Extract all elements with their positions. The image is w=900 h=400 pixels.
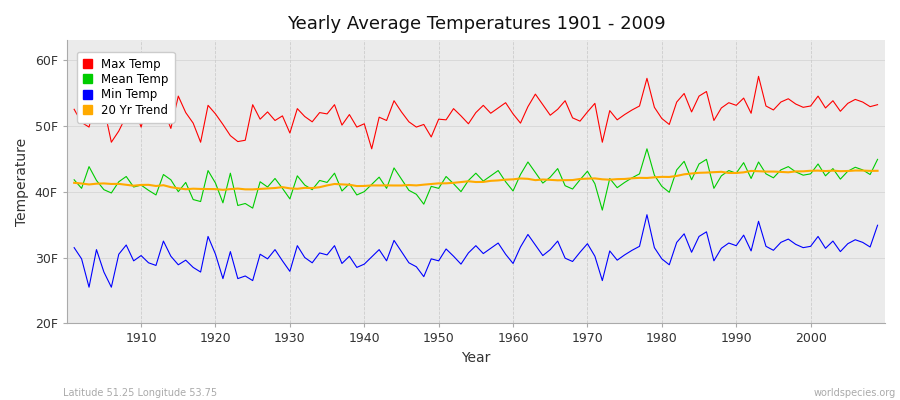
- Legend: Max Temp, Mean Temp, Min Temp, 20 Yr Trend: Max Temp, Mean Temp, Min Temp, 20 Yr Tre…: [76, 52, 175, 122]
- X-axis label: Year: Year: [461, 351, 491, 365]
- Title: Yearly Average Temperatures 1901 - 2009: Yearly Average Temperatures 1901 - 2009: [286, 15, 665, 33]
- Text: Latitude 51.25 Longitude 53.75: Latitude 51.25 Longitude 53.75: [63, 388, 217, 398]
- Text: worldspecies.org: worldspecies.org: [814, 388, 896, 398]
- Y-axis label: Temperature: Temperature: [15, 138, 29, 226]
